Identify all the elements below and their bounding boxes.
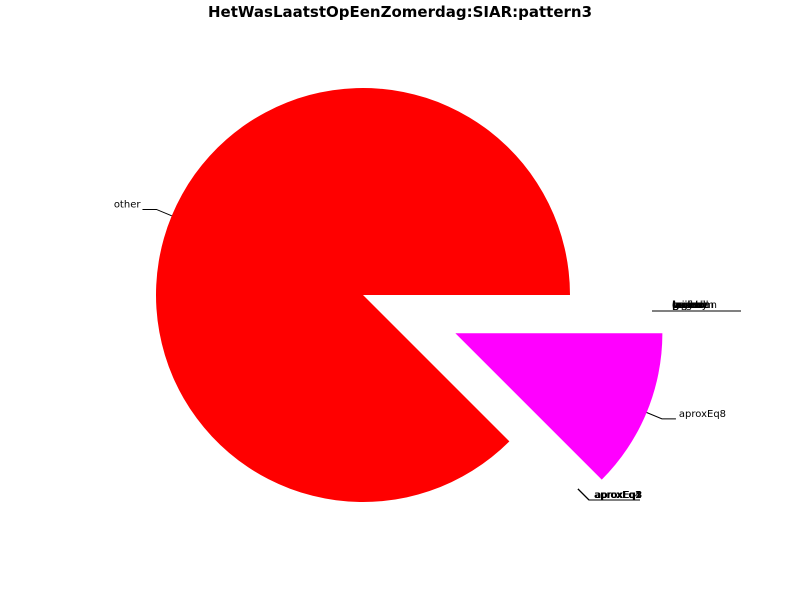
- slice-label-aproxEq1: aproxEq1: [594, 490, 641, 501]
- label-cluster-right: laplaciangammabugpoissonexpgaussuniflogn…: [652, 300, 741, 312]
- pie-slice-other: [156, 87, 570, 502]
- slice-label-pareto: pareto: [673, 300, 706, 311]
- slice-label-aproxEq3: aproxEq3: [595, 490, 642, 501]
- slice-label-other: other: [114, 199, 142, 210]
- slice-label-cauchy: cauchy: [672, 300, 708, 311]
- slice-label-bug: bug: [673, 300, 692, 311]
- slice-label-gauss: gauss: [673, 300, 702, 311]
- leader-line-aproxEq8: [646, 412, 676, 420]
- slice-label-lognorm: lognorm: [673, 300, 714, 311]
- slice-label-aproxEq4: aproxEq4: [594, 490, 641, 501]
- slice-label-aproxEq8: aproxEq8: [679, 409, 726, 420]
- slice-label-gamma: gamma: [673, 300, 711, 311]
- chart-title: HetWasLaatstOpEenZomerdag:SIAR:pattern3: [207, 3, 593, 21]
- slice-label-exp: exp: [673, 300, 691, 311]
- slice-label-weibull: weibull: [673, 300, 708, 311]
- slice-label-poisson: poisson: [672, 300, 710, 311]
- slice-label-aproxEq5: aproxEq5: [595, 490, 642, 501]
- slice-label-aproxEq2: aproxEq2: [595, 490, 642, 501]
- slice-label-unif: unif: [672, 300, 691, 311]
- leader-line-other: [142, 208, 172, 217]
- leader-line-aproxEq5: [577, 488, 640, 501]
- pie-slice-aproxEq8: [455, 333, 663, 480]
- slice-label-mixed: mixed: [672, 300, 703, 311]
- slice-label-trunc: trunc: [673, 300, 699, 311]
- slice-label-laplacian: laplacian: [672, 300, 717, 311]
